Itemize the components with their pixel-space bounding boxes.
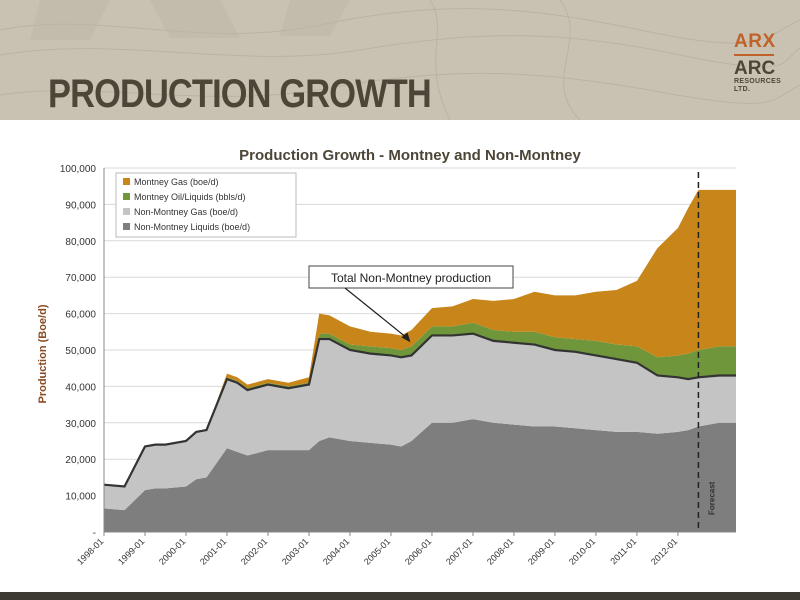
forecast-label: Forecast	[707, 481, 716, 515]
y-tick-label: -	[93, 528, 96, 539]
area-series-2	[104, 333, 736, 511]
x-tick-label: 1998-01	[75, 536, 105, 566]
total-non-montney-line	[103, 332, 736, 488]
x-tick-label: 2007-01	[444, 536, 474, 566]
x-tick-label: 2002-01	[239, 536, 269, 566]
logo-ticker: ARX	[734, 31, 776, 52]
y-tick-label: 30,000	[65, 419, 96, 430]
slide-title: PRODUCTION GROWTH	[48, 72, 432, 116]
legend-label: Montney Gas (boe/d)	[134, 177, 219, 187]
x-tick-label: 2011-01	[608, 536, 638, 566]
header-map-texture	[0, 0, 800, 120]
slide-footer-bar	[0, 592, 800, 600]
logo-name: ARC	[734, 58, 776, 79]
annotation-text: Total Non-Montney production	[331, 271, 491, 285]
legend-swatch	[123, 193, 130, 200]
legend-label: Montney Oil/Liquids (bbls/d)	[134, 192, 246, 202]
y-tick-label: 90,000	[65, 200, 96, 211]
y-tick-label: 40,000	[65, 382, 96, 393]
y-tick-label: 10,000	[65, 492, 96, 503]
legend-swatch	[123, 208, 130, 215]
x-tick-label: 2001-01	[198, 536, 228, 566]
y-tick-label: 50,000	[65, 346, 96, 357]
logo-subtitle-1: RESOURCES	[734, 78, 782, 85]
series-lines	[103, 332, 736, 488]
y-axis-label: Production (Boe/d)	[37, 304, 49, 403]
annotation-box	[308, 265, 514, 289]
logo-subtitle-2: LTD.	[734, 86, 751, 93]
logo-rule	[734, 54, 774, 56]
legend-box	[115, 172, 297, 238]
x-tick-label: 2005-01	[362, 536, 392, 566]
y-tick-label: 20,000	[65, 455, 96, 466]
y-tick-label: 80,000	[65, 237, 96, 248]
annotations: Total Non-Montney production Forecast	[308, 172, 716, 532]
legend-swatch	[123, 223, 130, 230]
y-tick-label: 100,000	[60, 164, 97, 175]
y-tick-label: 60,000	[65, 310, 96, 321]
x-tick-label: 1999-01	[116, 536, 146, 566]
x-tick-label: 2006-01	[403, 536, 433, 566]
y-tick-label: 70,000	[65, 273, 96, 284]
x-tick-label: 2008-01	[485, 536, 515, 566]
area-series-4	[104, 189, 736, 487]
x-tick-label: 2004-01	[321, 536, 351, 566]
chart-title: Production Growth - Montney and Non-Mont…	[239, 147, 581, 164]
x-tick-label: 2012-01	[649, 536, 679, 566]
x-tick-label: 2003-01	[280, 536, 310, 566]
slide-header: PRODUCTION GROWTH ARX ARC RESOURCES LTD.	[0, 0, 800, 120]
y-axis: - 10,000 20,000 30,000 40,000 50,000 60,000 70,…	[60, 164, 97, 539]
x-tick-label: 2000-01	[157, 536, 187, 566]
x-tick-label: 2010-01	[567, 536, 597, 566]
stacked-areas	[104, 189, 736, 532]
legend-swatch	[123, 178, 130, 185]
legend-label: Non-Montney Gas (boe/d)	[134, 207, 238, 217]
company-logo: ARX ARC RESOURCES LTD.	[734, 32, 790, 94]
annotation-arrowhead	[401, 332, 411, 343]
legend: Montney Gas (boe/d) Montney Oil/Liquids (…	[115, 172, 297, 238]
legend-label: Non-Montney Liquids (boe/d)	[134, 222, 250, 232]
annotation-arrow	[344, 287, 408, 339]
x-tick-label: 2009-01	[526, 536, 556, 566]
area-series-1	[104, 419, 736, 532]
production-chart: Production Growth - Montney and Non-Mont…	[37, 147, 736, 567]
